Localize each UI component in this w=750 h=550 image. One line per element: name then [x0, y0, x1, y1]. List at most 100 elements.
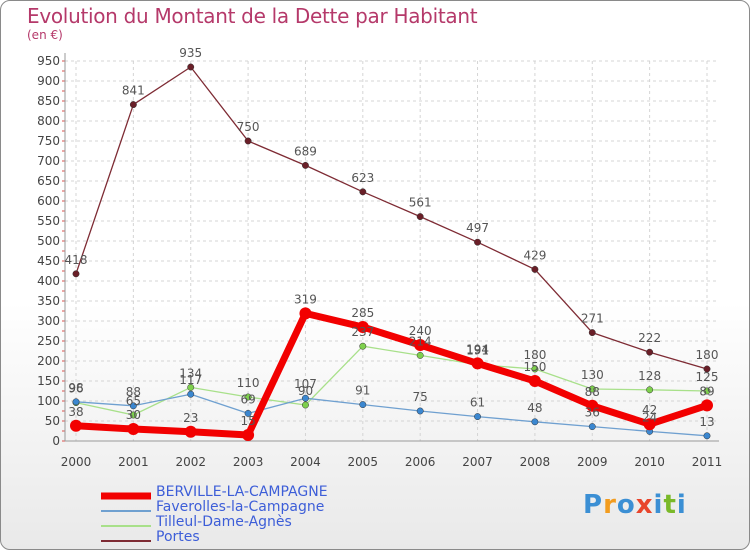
y-tick-label: 950: [37, 54, 60, 68]
logo-letter: o: [616, 490, 636, 520]
data-point[interactable]: [474, 238, 481, 246]
x-tick-label: 2005: [348, 455, 379, 469]
x-tick-label: 2003: [233, 455, 264, 469]
logo-letter: i: [676, 490, 687, 520]
data-label: 497: [466, 221, 489, 235]
logo-letter: r: [603, 490, 617, 520]
x-tick-label: 2002: [175, 455, 206, 469]
data-point[interactable]: [474, 413, 481, 421]
data-point[interactable]: [187, 63, 195, 71]
data-label: 240: [409, 324, 432, 338]
unit-label: (en €): [27, 28, 63, 42]
data-point[interactable]: [129, 101, 137, 109]
data-point[interactable]: [356, 321, 369, 333]
data-point[interactable]: [646, 348, 654, 356]
data-point[interactable]: [299, 307, 312, 320]
data-label: 36: [585, 406, 600, 420]
data-point[interactable]: [244, 137, 252, 145]
y-tick-label: 150: [37, 374, 60, 388]
data-label: 418: [65, 253, 88, 267]
data-point[interactable]: [72, 270, 80, 278]
series-lines: [70, 63, 713, 441]
data-point[interactable]: [359, 188, 367, 196]
series-line: [75, 393, 708, 437]
data-label: 65: [126, 394, 141, 408]
data-point[interactable]: [187, 390, 195, 398]
legend-item[interactable]: BERVILLE-LA-CAMPAGNE: [101, 485, 501, 500]
legend-label: Portes: [156, 529, 200, 545]
y-tick-label: 850: [37, 94, 60, 108]
data-point[interactable]: [302, 394, 309, 402]
x-tick-label: 2010: [634, 455, 665, 469]
data-point[interactable]: [531, 365, 539, 373]
data-point[interactable]: [588, 329, 596, 337]
data-label: 180: [523, 348, 546, 362]
data-point[interactable]: [416, 213, 424, 221]
data-point[interactable]: [701, 399, 713, 412]
y-tick-label: 250: [37, 334, 60, 348]
data-point[interactable]: [416, 351, 424, 359]
legend-swatch: [101, 540, 151, 542]
data-point[interactable]: [528, 375, 541, 387]
y-tick-label: 650: [37, 174, 60, 188]
data-point[interactable]: [414, 339, 427, 351]
data-point[interactable]: [184, 425, 197, 438]
data-point[interactable]: [302, 401, 309, 409]
data-label: 214: [409, 334, 432, 348]
data-label: 61: [470, 396, 485, 410]
data-label: 134: [179, 366, 202, 380]
data-label: 24: [642, 410, 657, 424]
data-point[interactable]: [70, 419, 82, 432]
data-point[interactable]: [359, 342, 367, 350]
proxiti-logo: Proxiti: [583, 490, 687, 520]
data-point[interactable]: [244, 409, 252, 417]
legend-swatch: [101, 510, 151, 512]
data-point[interactable]: [471, 357, 484, 370]
data-point[interactable]: [129, 402, 137, 410]
legend-item[interactable]: Tilleul-Dame-Agnès: [101, 515, 501, 530]
data-point[interactable]: [586, 399, 599, 412]
data-point[interactable]: [703, 365, 711, 373]
series-line: [72, 309, 711, 439]
data-point[interactable]: [703, 432, 711, 440]
data-point[interactable]: [646, 386, 654, 394]
data-point[interactable]: [359, 401, 367, 409]
y-tick-label: 300: [37, 314, 60, 328]
data-label: 180: [696, 348, 719, 362]
data-label: 222: [638, 331, 661, 345]
legend-item[interactable]: Faverolles-la-Campagne: [101, 500, 501, 515]
data-label: 130: [581, 368, 604, 382]
data-point[interactable]: [242, 429, 255, 441]
data-point[interactable]: [129, 411, 137, 419]
data-point[interactable]: [588, 385, 596, 393]
y-tick-label: 900: [37, 74, 60, 88]
data-point[interactable]: [643, 418, 656, 431]
data-label: 117: [179, 373, 202, 387]
legend: BERVILLE-LA-CAMPAGNE Faverolles-la-Campa…: [101, 485, 501, 545]
y-tick-label: 0: [52, 434, 60, 448]
data-point[interactable]: [703, 387, 711, 395]
legend-swatch: [101, 525, 151, 527]
data-point[interactable]: [72, 398, 80, 406]
data-label: 271: [581, 312, 604, 326]
x-tick-label: 2006: [405, 455, 436, 469]
data-label: 561: [409, 196, 432, 210]
data-point[interactable]: [302, 161, 309, 169]
data-label: 125: [696, 370, 719, 384]
y-tick-label: 50: [45, 414, 60, 428]
y-tick-label: 350: [37, 294, 60, 308]
data-point[interactable]: [187, 383, 195, 391]
data-point[interactable]: [416, 407, 424, 415]
y-tick-label: 400: [37, 274, 60, 288]
data-point[interactable]: [531, 418, 539, 426]
data-point[interactable]: [588, 423, 596, 431]
data-label: 841: [122, 84, 145, 98]
data-point[interactable]: [127, 423, 140, 435]
legend-item[interactable]: Portes: [101, 530, 501, 545]
series-line: [75, 66, 708, 370]
data-label: 194: [466, 342, 489, 356]
data-label: 88: [585, 385, 600, 399]
data-point[interactable]: [244, 393, 252, 401]
data-point[interactable]: [531, 265, 539, 273]
